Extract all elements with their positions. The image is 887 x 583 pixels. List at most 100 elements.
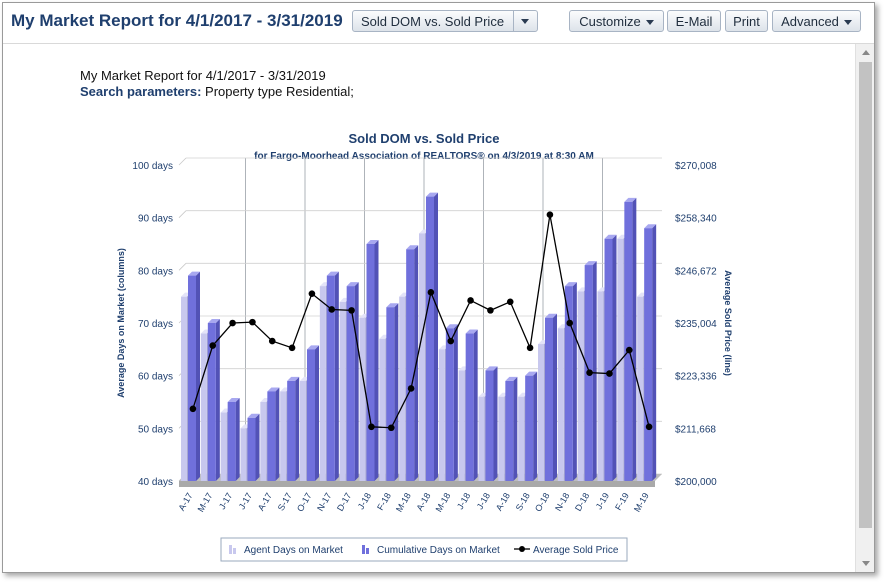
y-tick-label: 50 days <box>138 424 173 435</box>
search-parameters: Search parameters: Property type Residen… <box>80 84 354 99</box>
page-title: My Market Report for 4/1/2017 - 3/31/201… <box>11 11 343 30</box>
cumulative-bar <box>346 286 355 481</box>
price-point <box>606 370 613 377</box>
x-tick-label: O-18 <box>533 491 552 513</box>
x-tick-label: D-18 <box>573 491 591 513</box>
cumulative-bar-top <box>525 371 538 376</box>
customize-button[interactable]: Customize <box>569 10 664 32</box>
cumulative-bar-top <box>465 329 478 334</box>
print-label: Print <box>733 14 760 29</box>
cumulative-bar-top <box>227 398 240 402</box>
price-point <box>645 423 653 431</box>
chart-floor-edge <box>179 481 655 487</box>
x-tick-label: N-18 <box>553 491 571 513</box>
price-point <box>487 307 494 314</box>
cumulative-bar <box>188 275 196 481</box>
legend-cumulative-swatch <box>362 545 365 554</box>
agent-bar <box>359 317 366 481</box>
scrollbar-thumb[interactable] <box>859 62 872 528</box>
y-right-tick-label: $258,340 <box>675 214 717 225</box>
legend-cumulative-label: Cumulative Days on Market <box>377 545 500 556</box>
report-window: My Market Report for 4/1/2017 - 3/31/201… <box>2 2 875 573</box>
cumulative-bar-side <box>315 345 319 481</box>
agent-bar <box>419 233 425 481</box>
y-right-tick-label: $235,004 <box>675 319 717 330</box>
report-header: My Market Report for 4/1/2017 - 3/31/201… <box>3 3 874 44</box>
agent-bar <box>399 296 406 481</box>
chart-title: Sold DOM vs. Sold Price <box>349 131 500 146</box>
price-point <box>546 211 554 218</box>
agent-bar <box>260 402 267 481</box>
scroll-up-icon[interactable] <box>862 50 870 55</box>
y-right-tick-label: $223,336 <box>675 372 717 383</box>
cumulative-bar-top <box>207 319 220 323</box>
cumulative-bar <box>485 370 494 481</box>
cumulative-bar <box>445 328 454 481</box>
cumulative-bar-top <box>267 387 280 392</box>
price-point <box>387 424 395 432</box>
y-tick-label: 70 days <box>138 319 173 330</box>
cumulative-bar <box>545 317 553 481</box>
gridline-depth <box>178 210 187 218</box>
price-point <box>209 342 217 349</box>
price-point <box>467 297 474 304</box>
x-tick-label: J-17 <box>237 491 254 511</box>
x-tick-label: A-17 <box>256 491 274 512</box>
agent-bar <box>438 349 445 481</box>
price-point <box>506 298 514 306</box>
cumulative-bar-side <box>572 282 577 481</box>
cumulative-bar-side <box>453 324 458 481</box>
cumulative-bar-top <box>505 376 518 381</box>
cumulative-bar-side <box>354 282 359 481</box>
x-tick-label: A-18 <box>494 491 512 512</box>
chevron-down-icon <box>521 19 529 24</box>
email-button[interactable]: E-Mail <box>667 10 721 32</box>
print-button[interactable]: Print <box>725 10 768 32</box>
chart-legend <box>220 537 628 562</box>
y-right-tick-label: $270,008 <box>675 161 717 172</box>
cumulative-bar <box>406 249 415 481</box>
cumulative-bar-side <box>334 271 339 481</box>
cumulative-bar-side <box>215 319 220 481</box>
cumulative-bar-side <box>374 240 379 481</box>
cumulative-bar-side <box>255 413 260 481</box>
legend-cumulative-swatch <box>366 548 369 554</box>
cumulative-bar-side <box>513 376 518 481</box>
x-tick-label: M-18 <box>394 491 413 514</box>
price-point <box>407 385 415 392</box>
agent-bar <box>458 370 465 481</box>
x-tick-label: S-17 <box>276 491 294 512</box>
cumulative-bar-top <box>346 282 359 287</box>
report-type-select[interactable]: Sold DOM vs. Sold Price <box>352 10 538 32</box>
price-point <box>268 337 276 345</box>
scroll-down-icon[interactable] <box>862 561 870 566</box>
agent-bar <box>379 338 386 481</box>
legend-agent-label: Agent Days on Market <box>244 545 343 556</box>
cumulative-bar-top <box>545 313 557 318</box>
chevron-down-icon <box>843 20 852 26</box>
agent-bar <box>319 286 326 481</box>
agent-bar <box>597 291 604 481</box>
vertical-scrollbar[interactable] <box>855 44 874 572</box>
y-tick-label: 60 days <box>138 372 173 383</box>
cumulative-bar <box>287 380 296 481</box>
report-type-dropdown-arrow[interactable] <box>513 11 537 31</box>
advanced-button[interactable]: Advanced <box>772 10 861 32</box>
price-point <box>308 290 316 297</box>
x-tick-label: J-19 <box>594 491 611 511</box>
legend-agent-swatch <box>229 545 232 554</box>
cumulative-bar <box>465 333 474 481</box>
cumulative-bar-top <box>247 413 260 418</box>
chevron-down-icon <box>645 20 654 26</box>
price-line <box>192 214 650 429</box>
report-title: My Market Report for 4/1/2017 - 3/31/201… <box>80 68 326 83</box>
cumulative-bar-side <box>553 313 557 481</box>
agent-bar <box>557 328 564 481</box>
price-point <box>526 344 534 352</box>
chart-subtitle: for Fargo-Moorhead Association of REALTO… <box>254 151 594 162</box>
price-point <box>566 319 574 327</box>
cumulative-bar <box>326 275 335 481</box>
cumulative-bar-top <box>564 282 577 287</box>
agent-bar <box>200 333 207 481</box>
y-right-axis-title: Average Sold Price (line) <box>723 270 733 376</box>
